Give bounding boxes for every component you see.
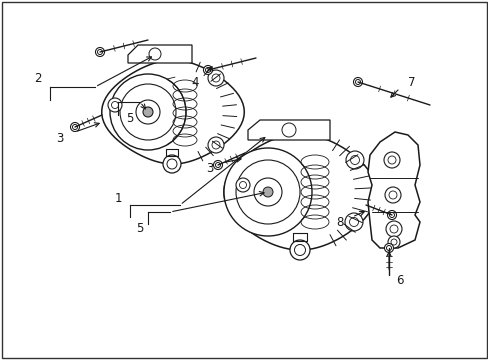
Text: 2: 2: [34, 72, 41, 85]
Circle shape: [387, 236, 399, 248]
Circle shape: [110, 74, 185, 150]
Text: 5: 5: [136, 221, 143, 234]
Text: 3: 3: [56, 131, 63, 144]
Text: 5: 5: [126, 112, 133, 125]
Circle shape: [384, 187, 400, 203]
Circle shape: [224, 148, 311, 236]
Circle shape: [95, 48, 104, 57]
Circle shape: [207, 70, 224, 86]
Polygon shape: [224, 134, 375, 250]
Circle shape: [385, 221, 401, 237]
Circle shape: [142, 107, 153, 117]
Text: 3: 3: [206, 162, 213, 175]
Circle shape: [289, 240, 309, 260]
Circle shape: [345, 213, 362, 231]
Text: 4: 4: [191, 76, 198, 89]
Circle shape: [353, 77, 362, 86]
Circle shape: [70, 122, 80, 131]
Text: 7: 7: [407, 76, 415, 89]
Polygon shape: [128, 45, 192, 63]
Circle shape: [108, 98, 122, 112]
Circle shape: [386, 211, 396, 220]
Circle shape: [263, 187, 272, 197]
Circle shape: [383, 152, 399, 168]
Circle shape: [346, 151, 363, 169]
Circle shape: [384, 243, 393, 252]
Circle shape: [203, 66, 212, 75]
Text: 6: 6: [395, 274, 403, 287]
Polygon shape: [102, 60, 244, 164]
Text: 1: 1: [114, 192, 122, 204]
Circle shape: [163, 155, 181, 173]
Polygon shape: [247, 120, 329, 140]
Text: 8: 8: [336, 216, 343, 229]
Circle shape: [236, 178, 249, 192]
Polygon shape: [367, 132, 419, 248]
Circle shape: [213, 161, 222, 170]
Circle shape: [207, 137, 224, 153]
